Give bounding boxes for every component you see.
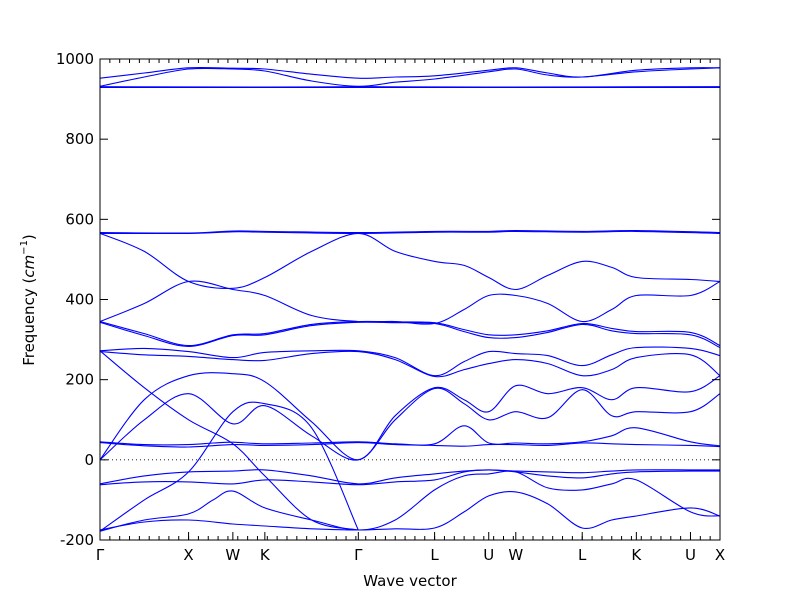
x-tick-label: K [631, 546, 642, 564]
x-axis-label: Wave vector [363, 572, 457, 590]
y-tick-label: 800 [65, 130, 94, 148]
x-tick-label: Γ [96, 546, 105, 564]
x-tick-label: U [483, 546, 494, 564]
y-axis-label-unit: cm [20, 255, 38, 278]
band-line-15 [99, 425, 721, 447]
band-line-11 [99, 346, 721, 377]
band-line-19 [99, 470, 721, 532]
band-line-12 [99, 350, 721, 378]
y-tick-label: 600 [65, 210, 94, 228]
y-axis-label: Frequency (cm−1) [19, 234, 38, 366]
band-line-14 [99, 387, 721, 461]
band-line-22 [99, 350, 359, 531]
y-axis-label-text: Frequency ( [20, 278, 38, 366]
bands-layer [99, 66, 721, 532]
x-tick-label: W [508, 546, 523, 564]
x-tick-label: X [183, 546, 193, 564]
x-tick-label: K [260, 546, 271, 564]
band-line-16 [99, 442, 721, 448]
x-tick-label: U [685, 546, 696, 564]
x-tick-label: X [715, 546, 725, 564]
x-tick-label: L [578, 546, 587, 564]
band-line-21 [99, 401, 359, 532]
band-line-20 [99, 490, 721, 531]
x-tick-label: Γ [354, 546, 363, 564]
y-tick-label: 1000 [56, 50, 94, 68]
band-line-1 [99, 66, 721, 79]
x-tick-label: L [430, 546, 439, 564]
band-line-8 [99, 280, 721, 325]
band-line-10 [99, 321, 721, 349]
y-axis-label-close: ) [20, 234, 38, 240]
y-axis-ticks: -200 0 200 400 600 800 1000 [56, 50, 720, 549]
band-line-17 [99, 469, 720, 485]
band-line-2 [99, 67, 721, 87]
y-tick-label: -200 [60, 531, 94, 549]
band-line-5 [99, 230, 721, 234]
y-tick-label: 400 [65, 291, 94, 309]
band-line-13 [99, 372, 721, 461]
y-tick-label: 0 [84, 451, 94, 469]
y-axis-label-exponent: −1 [19, 240, 30, 255]
x-tick-label: W [225, 546, 240, 564]
band-line-6 [99, 230, 721, 235]
band-line-18 [99, 469, 721, 486]
band-line-9 [99, 320, 721, 347]
y-tick-label: 200 [65, 371, 94, 389]
